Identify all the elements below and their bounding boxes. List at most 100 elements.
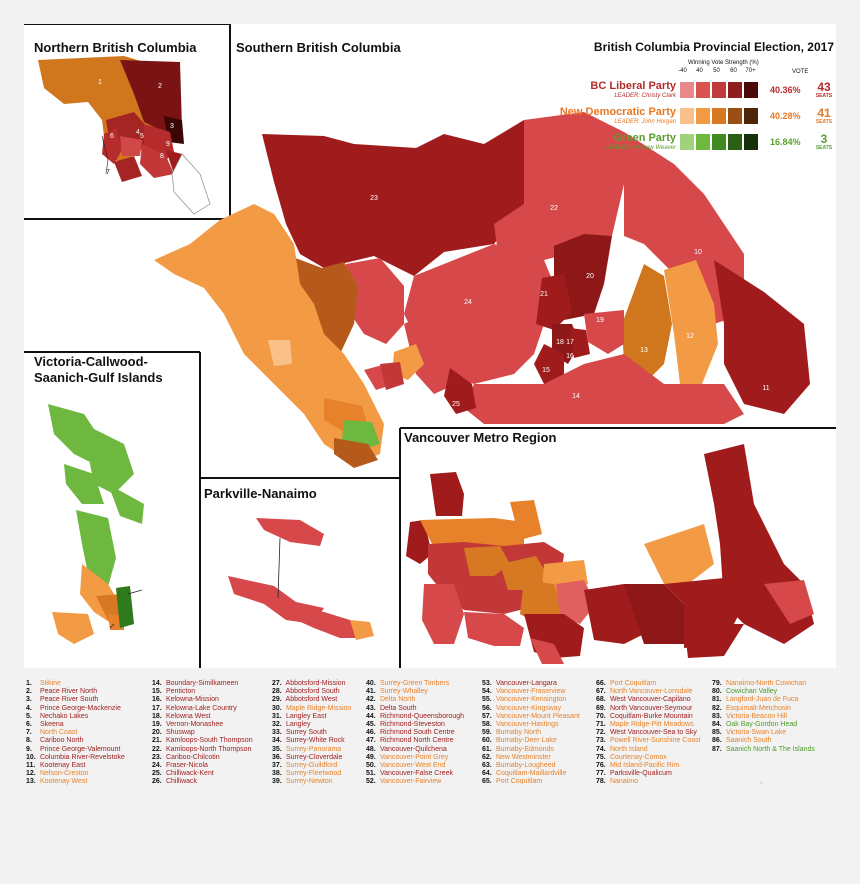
district-name: Saanich North & The Islands — [724, 745, 815, 753]
district-entry: 82. Esquimalt-Metchosin — [712, 705, 815, 713]
shade-swatch — [680, 108, 694, 124]
district-number: 71. — [596, 721, 606, 729]
election-map: 1 2 3 4 5 6 7 8 9 10 11 12 13 14 15 16 1… — [24, 24, 836, 668]
district-number: 86. — [712, 737, 722, 745]
district-number: 31. — [272, 712, 282, 720]
district-name: Boundary-Similkameen — [164, 680, 239, 687]
label-23: 23 — [370, 195, 378, 202]
district-entry: 51. Vancouver-False Creek — [366, 770, 464, 778]
party-name: BC Liberal Party — [590, 80, 676, 92]
district-entry: 29. Abbotsford West — [272, 696, 351, 704]
district-entry: 60. Burnaby-Deer Lake — [482, 737, 580, 745]
district-entry: 81. Langford-Juan de Fuca — [712, 696, 815, 704]
district-number: 14. — [152, 680, 162, 687]
shade-swatch — [696, 108, 710, 124]
district-number: 45. — [366, 721, 376, 729]
shade-swatch — [680, 82, 694, 98]
shade-swatch — [728, 82, 742, 98]
seat-label: SEATS — [815, 119, 833, 125]
district-name: Kamloops-South Thompson — [164, 737, 253, 745]
district-labels: 1 2 3 4 5 6 7 8 9 10 11 12 13 14 15 16 1… — [98, 79, 770, 408]
district-name: West Vancouver-Capilano — [608, 696, 691, 704]
district-number: 61. — [482, 745, 492, 753]
district-number: 62. — [482, 753, 492, 761]
district-number: 10. — [26, 753, 36, 761]
district-name: Abbotsford-Mission — [284, 680, 346, 687]
district-number: 85. — [712, 729, 722, 737]
shade-swatch — [712, 108, 726, 124]
district-name: Nechako Lakes — [38, 712, 89, 720]
party-name: New Democratic Party — [559, 106, 676, 118]
district-number: 40. — [366, 680, 376, 687]
label-5: 5 — [140, 133, 144, 140]
district-entry: 85. Victoria-Swan Lake — [712, 729, 815, 737]
district-entry: 11. Kootenay East — [26, 762, 125, 770]
district-name: Powell River-Sunshine Coast — [608, 737, 701, 745]
district-number: 79. — [712, 680, 722, 687]
district-number: 64. — [482, 770, 492, 778]
label-12: 12 — [686, 333, 694, 340]
district-number: 6. — [26, 721, 32, 729]
district-column: 53. Vancouver-Langara 54. Vancouver-Frase… — [482, 680, 580, 787]
district-entry: 45. Richmond-Steveston — [366, 721, 464, 729]
shade-swatch — [696, 134, 710, 150]
district-entry: 58. Vancouver-Hastings — [482, 721, 580, 729]
district-number: 56. — [482, 704, 492, 712]
district-name: New Westminster — [494, 753, 551, 761]
label-10: 10 — [694, 249, 702, 256]
district-number: 67. — [596, 688, 606, 696]
tick: 70+ — [745, 68, 756, 74]
district-number: 75. — [596, 753, 606, 761]
district-number: 81. — [712, 696, 722, 704]
district-entry: 21. Kamloops-South Thompson — [152, 737, 253, 745]
party-vote: 16.84% — [770, 137, 801, 147]
district-entry: 64. Coquitlam-Maillardville — [482, 770, 580, 778]
district-number: 23. — [152, 753, 162, 761]
district-number: 46. — [366, 729, 376, 737]
district-entry: 14. Boundary-Similkameen — [152, 680, 253, 688]
district-number: 11. — [26, 762, 36, 770]
district-name: Abbotsford South — [284, 688, 340, 696]
district-name: Maple Ridge-Pitt Meadows — [608, 721, 694, 729]
district-number: 53. — [482, 680, 492, 687]
party-name: Green Party — [613, 132, 676, 144]
district-entry: 2. Peace River North — [26, 688, 125, 696]
district-name: Surrey South — [284, 729, 327, 737]
party-swatches — [680, 82, 760, 103]
shade-swatch — [744, 82, 758, 98]
party-seats: 43 SEATS — [814, 80, 834, 99]
district-number: 76. — [596, 762, 606, 770]
district-number: 54. — [482, 688, 492, 696]
seat-label: SEATS — [815, 93, 833, 99]
district-name: Cowichan Valley — [724, 688, 778, 696]
district-entry: 3. Peace River South — [26, 696, 125, 704]
district-entry: 26. Chilliwack — [152, 778, 253, 786]
district-number: 41. — [366, 688, 376, 696]
northern-bc-map — [38, 56, 211, 215]
district-name: Delta North — [378, 696, 416, 704]
district-number: 43. — [366, 704, 376, 712]
district-entry: 43. Delta South — [366, 705, 464, 713]
district-name: North Vancouver-Seymour — [608, 704, 693, 712]
district-number: 49. — [366, 753, 376, 761]
district-entry: 30. Maple Ridge-Mission — [272, 705, 351, 713]
district-name: Mid Island-Pacific Rim — [608, 762, 680, 770]
party-seats: 3 SEATS — [814, 132, 834, 151]
district-entry: 9. Prince George-Valemount — [26, 746, 125, 754]
district-name: Saanich South — [724, 737, 772, 745]
district-number: 8. — [26, 737, 32, 745]
district-name: Chilliwack — [164, 778, 198, 786]
district-name: Surrey-Guildford — [284, 762, 338, 770]
district-entry: 35. Surrey-Panorama — [272, 746, 351, 754]
district-entry: 79. Nanaimo-North Cowichan — [712, 680, 815, 688]
district-entry: 75. Courtenay-Comox — [596, 754, 701, 762]
party-swatches — [680, 108, 760, 129]
label-13: 13 — [640, 347, 648, 354]
district-number: 48. — [366, 745, 376, 753]
district-number: 55. — [482, 696, 492, 704]
district-entry: 40. Surrey-Green Timbers — [366, 680, 464, 688]
district-name: Nelson-Creston — [38, 770, 89, 778]
district-name: Courtenay-Comox — [608, 753, 667, 761]
district-entry: 62. New Westminster — [482, 754, 580, 762]
district-entry: 66. Port Coquitlam — [596, 680, 701, 688]
